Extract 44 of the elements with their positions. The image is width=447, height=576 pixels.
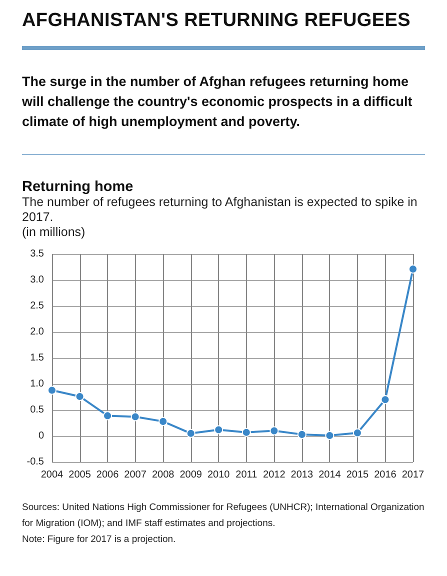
point — [270, 426, 279, 436]
point — [158, 416, 168, 426]
point — [408, 264, 418, 274]
y-tick-label: 1.5 — [30, 352, 44, 364]
point — [242, 428, 251, 437]
point — [186, 428, 196, 438]
x-tick-label: 2008 — [152, 470, 175, 480]
point — [130, 412, 140, 422]
y-tick-label: -0.5 — [26, 456, 44, 468]
x-tick-label: 2013 — [290, 470, 314, 480]
point — [380, 395, 390, 404]
y-tick-label: 3.5 — [30, 248, 44, 260]
chart-title: AFGHANISTAN'S RETURNING REFUGEES — [22, 9, 412, 32]
x-tick-label: 2007 — [124, 470, 147, 480]
x-tick-label: 2010 — [207, 470, 230, 480]
point — [103, 411, 112, 420]
x-tick-label: 2005 — [68, 470, 92, 480]
y-tick-label: 0.5 — [30, 404, 44, 416]
y-tick-label: 3.0 — [30, 274, 44, 286]
point — [297, 430, 306, 439]
x-tick-label: 2004 — [40, 470, 64, 480]
y-tick-label: 1.0 — [30, 378, 44, 390]
text: The number of refugees returning to Afghanistan is expected to spike in 2017. — [22, 195, 418, 225]
x-tick-label: 2009 — [180, 470, 202, 480]
x-tick-label: 2006 — [96, 470, 120, 480]
chart-subtitle: The surge in the number of Afghan refugees returning home will challenge the country's economic prospects in a difficult climate of high unemployment and poverty. — [22, 73, 414, 131]
y-tick-label: 0 — [38, 430, 44, 442]
x-tick-label: 2012 — [263, 470, 286, 480]
point — [48, 386, 56, 395]
x-tick-label: 2015 — [346, 470, 370, 480]
text: Returning home — [22, 179, 134, 195]
x-tick-label: 2017 — [402, 470, 425, 480]
point — [352, 428, 362, 438]
x-tick-label: 2014 — [318, 470, 342, 480]
point — [75, 392, 84, 401]
y-tick-label: 2.0 — [30, 326, 44, 338]
source-note: Sources: United Nations High Commissioner for Refugees (UNHCR); International Organization for Migration (IOM); and IMF staff estimates and projections. — [22, 501, 425, 531]
x-tick-label: 2011 — [236, 470, 258, 480]
x-tick-label: 2016 — [374, 470, 397, 480]
point — [325, 430, 334, 440]
y-tick-label: 2.5 — [30, 300, 44, 312]
text: Note: Figure for 2017 is a projection. — [22, 533, 177, 547]
y-axis-title: (in millions) — [22, 225, 86, 240]
point — [214, 425, 224, 434]
